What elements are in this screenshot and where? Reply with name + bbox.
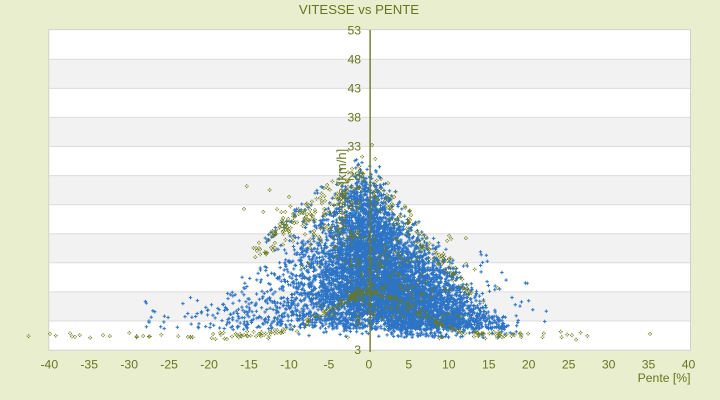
svg-text:38: 38	[347, 111, 361, 125]
svg-text:40: 40	[682, 358, 696, 372]
svg-text:25: 25	[562, 358, 576, 372]
svg-text:3: 3	[354, 314, 361, 328]
svg-text:28: 28	[347, 169, 361, 183]
svg-text:20: 20	[522, 358, 536, 372]
svg-text:-35: -35	[80, 358, 98, 372]
svg-text:-20: -20	[200, 358, 218, 372]
svg-text:30: 30	[602, 358, 616, 372]
svg-text:35: 35	[642, 358, 656, 372]
svg-text:-15: -15	[240, 358, 258, 372]
svg-text:0: 0	[366, 358, 373, 372]
svg-text:VITESSE vs PENTE: VITESSE vs PENTE	[299, 2, 419, 17]
svg-text:33: 33	[347, 140, 361, 154]
svg-text:-10: -10	[280, 358, 298, 372]
svg-text:15: 15	[482, 358, 496, 372]
svg-text:Pente [%]: Pente [%]	[638, 371, 691, 385]
svg-text:-5: -5	[323, 358, 334, 372]
svg-text:-40: -40	[40, 358, 58, 372]
svg-text:-30: -30	[120, 358, 138, 372]
svg-text:53: 53	[347, 23, 361, 37]
svg-text:5: 5	[405, 358, 412, 372]
svg-text:43: 43	[347, 82, 361, 96]
svg-text:18: 18	[347, 227, 361, 241]
svg-text:8: 8	[354, 285, 361, 299]
svg-text:10: 10	[442, 358, 456, 372]
svg-text:13: 13	[347, 256, 361, 270]
svg-text:3: 3	[354, 343, 361, 357]
svg-text:-25: -25	[160, 358, 178, 372]
svg-text:23: 23	[347, 198, 361, 212]
svg-text:Vitesse [km/h]: Vitesse [km/h]	[334, 149, 349, 230]
svg-text:48: 48	[347, 53, 361, 67]
